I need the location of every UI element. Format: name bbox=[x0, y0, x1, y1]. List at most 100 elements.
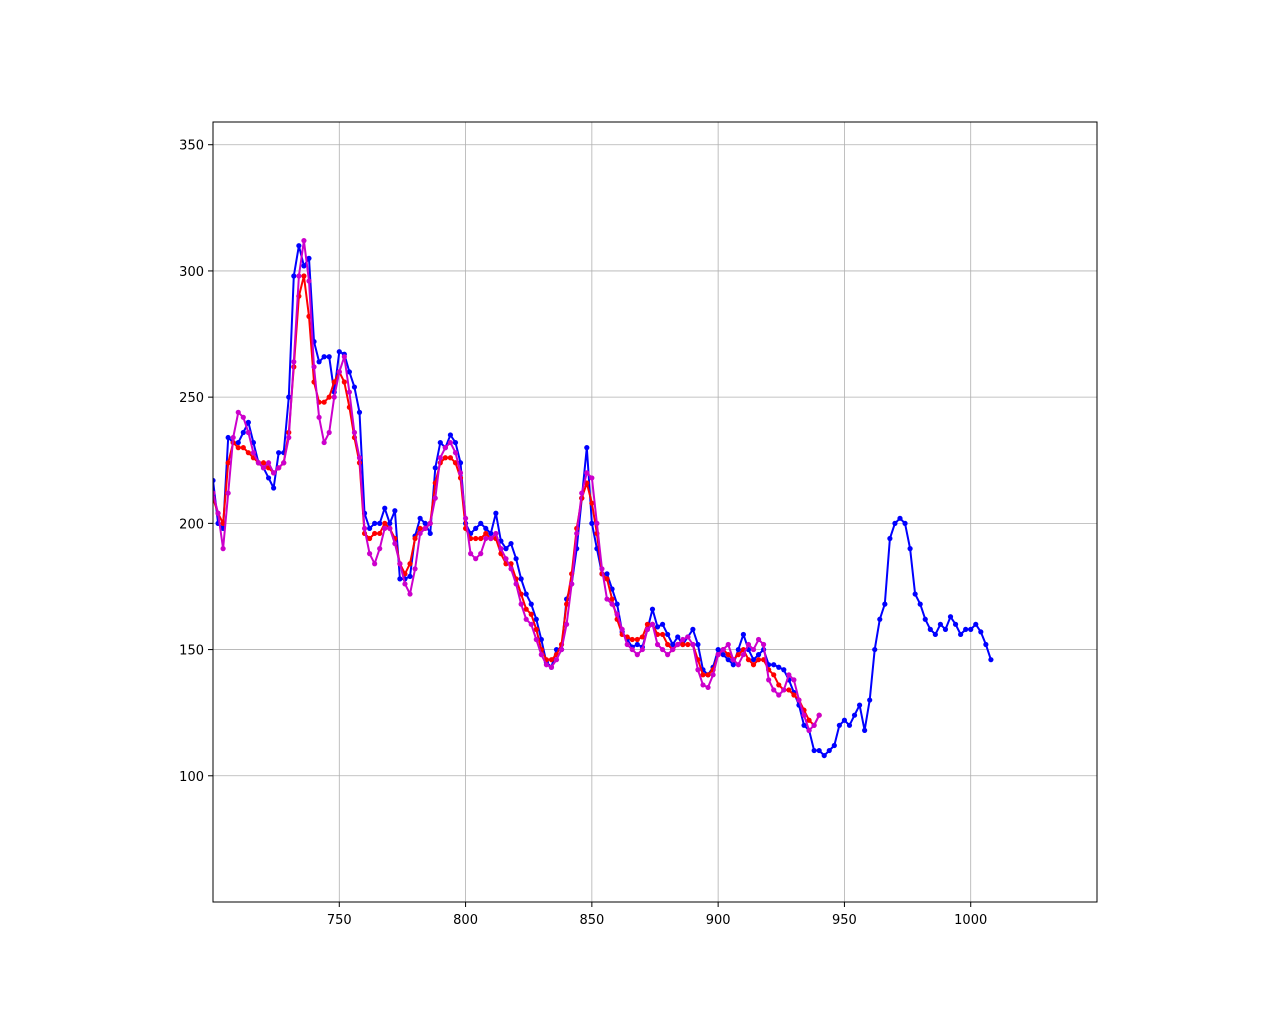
data-point-magenta bbox=[448, 440, 453, 445]
data-point-magenta bbox=[549, 665, 554, 670]
data-point-magenta bbox=[286, 435, 291, 440]
data-point-red bbox=[635, 637, 640, 642]
data-point-magenta bbox=[761, 642, 766, 647]
data-point-magenta bbox=[231, 435, 236, 440]
data-point-blue bbox=[812, 748, 817, 753]
data-point-blue bbox=[978, 629, 983, 634]
data-point-blue bbox=[988, 657, 993, 662]
data-point-blue bbox=[377, 521, 382, 526]
data-point-magenta bbox=[478, 551, 483, 556]
data-point-blue bbox=[488, 531, 493, 536]
data-point-magenta bbox=[407, 591, 412, 596]
data-point-blue bbox=[857, 703, 862, 708]
data-point-magenta bbox=[291, 359, 296, 364]
data-point-magenta bbox=[473, 556, 478, 561]
data-point-magenta bbox=[721, 647, 726, 652]
data-point-magenta bbox=[746, 642, 751, 647]
data-point-blue bbox=[953, 622, 958, 627]
data-point-blue bbox=[423, 521, 428, 526]
data-point-red bbox=[549, 657, 554, 662]
data-point-blue bbox=[948, 614, 953, 619]
data-point-red bbox=[236, 445, 241, 450]
data-point-magenta bbox=[650, 622, 655, 627]
data-point-magenta bbox=[301, 238, 306, 243]
data-point-blue bbox=[741, 632, 746, 637]
data-point-blue bbox=[327, 354, 332, 359]
data-point-blue bbox=[983, 642, 988, 647]
data-point-magenta bbox=[296, 273, 301, 278]
data-point-blue bbox=[438, 440, 443, 445]
data-point-blue bbox=[837, 723, 842, 728]
data-point-magenta bbox=[665, 652, 670, 657]
data-point-magenta bbox=[736, 662, 741, 667]
x-tick-label: 950 bbox=[832, 913, 857, 928]
data-point-blue bbox=[296, 243, 301, 248]
data-point-blue bbox=[352, 384, 357, 389]
x-tick-label: 1000 bbox=[954, 913, 987, 928]
data-point-magenta bbox=[438, 455, 443, 460]
data-point-blue bbox=[428, 531, 433, 536]
data-point-magenta bbox=[236, 410, 241, 415]
data-point-blue bbox=[301, 263, 306, 268]
data-point-red bbox=[751, 662, 756, 667]
data-point-magenta bbox=[372, 561, 377, 566]
data-point-magenta bbox=[812, 723, 817, 728]
data-point-magenta bbox=[332, 395, 337, 400]
data-point-blue bbox=[827, 748, 832, 753]
data-point-red bbox=[418, 526, 423, 531]
data-point-magenta bbox=[786, 672, 791, 677]
y-tick-label: 150 bbox=[179, 644, 204, 659]
data-point-red bbox=[473, 536, 478, 541]
data-point-magenta bbox=[428, 521, 433, 526]
data-point-red bbox=[680, 642, 685, 647]
data-point-blue bbox=[372, 521, 377, 526]
data-point-blue bbox=[529, 602, 534, 607]
data-point-magenta bbox=[609, 602, 614, 607]
data-point-magenta bbox=[791, 677, 796, 682]
data-point-magenta bbox=[635, 652, 640, 657]
data-point-magenta bbox=[347, 389, 352, 394]
data-point-blue bbox=[690, 627, 695, 632]
data-point-blue bbox=[918, 602, 923, 607]
data-point-magenta bbox=[655, 642, 660, 647]
data-point-magenta bbox=[241, 415, 246, 420]
data-point-magenta bbox=[564, 622, 569, 627]
data-point-blue bbox=[433, 465, 438, 470]
data-point-blue bbox=[635, 642, 640, 647]
data-point-blue bbox=[493, 511, 498, 516]
data-point-magenta bbox=[741, 652, 746, 657]
data-point-magenta bbox=[443, 445, 448, 450]
data-point-red bbox=[246, 450, 251, 455]
data-point-blue bbox=[943, 627, 948, 632]
data-point-red bbox=[301, 273, 306, 278]
data-point-magenta bbox=[574, 531, 579, 536]
data-point-blue bbox=[756, 652, 761, 657]
data-point-blue bbox=[862, 728, 867, 733]
data-point-magenta bbox=[726, 642, 731, 647]
data-point-magenta bbox=[645, 627, 650, 632]
data-point-magenta bbox=[751, 647, 756, 652]
data-point-magenta bbox=[554, 657, 559, 662]
data-point-magenta bbox=[226, 490, 231, 495]
data-point-blue bbox=[963, 627, 968, 632]
data-point-magenta bbox=[796, 697, 801, 702]
data-point-blue bbox=[453, 440, 458, 445]
data-point-magenta bbox=[342, 354, 347, 359]
data-point-magenta bbox=[594, 521, 599, 526]
data-point-blue bbox=[478, 521, 483, 526]
data-point-magenta bbox=[337, 369, 342, 374]
data-point-magenta bbox=[266, 460, 271, 465]
data-point-red bbox=[372, 531, 377, 536]
data-point-blue bbox=[938, 622, 943, 627]
data-point-blue bbox=[357, 410, 362, 415]
data-point-blue bbox=[913, 591, 918, 596]
data-point-magenta bbox=[710, 672, 715, 677]
data-point-blue bbox=[928, 627, 933, 632]
data-point-blue bbox=[650, 607, 655, 612]
data-point-red bbox=[705, 672, 710, 677]
data-point-blue bbox=[584, 445, 589, 450]
data-point-blue bbox=[226, 435, 231, 440]
data-point-blue bbox=[872, 647, 877, 652]
data-point-magenta bbox=[458, 470, 463, 475]
